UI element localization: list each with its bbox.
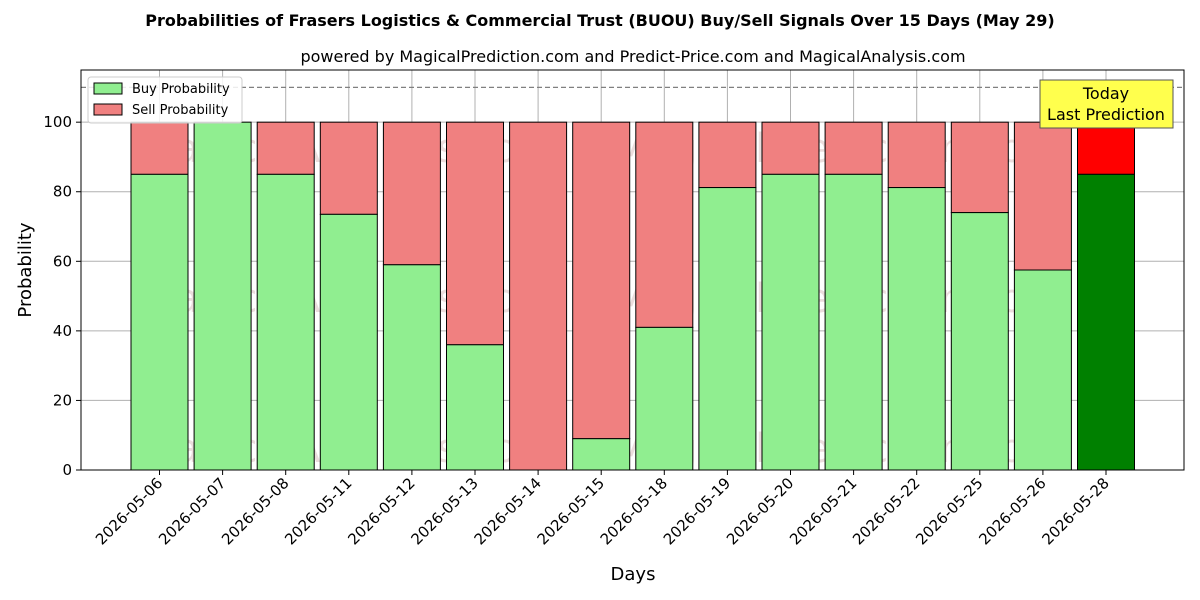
y-tick-label: 0 bbox=[62, 461, 72, 479]
x-tick-label: 2026-05-06 bbox=[92, 474, 166, 548]
x-tick-label: 2026-05-19 bbox=[660, 474, 734, 548]
bar-sell-2026-05-28 bbox=[1077, 121, 1135, 175]
y-tick-label: 60 bbox=[53, 252, 72, 270]
chart-subtitle: powered by MagicalPrediction.com and Pre… bbox=[300, 47, 965, 66]
legend: Buy Probability Sell Probability bbox=[87, 76, 243, 124]
today-annotation-box bbox=[1039, 79, 1174, 129]
y-tick-label: 40 bbox=[53, 322, 72, 340]
legend-label-buy: Buy Probability bbox=[132, 82, 230, 97]
today-annotation-line2: Last Prediction bbox=[1047, 105, 1165, 124]
bar-buy-2026-05-15 bbox=[572, 438, 631, 471]
bar-buy-2026-05-13 bbox=[446, 344, 504, 471]
bar-sell-2026-05-18 bbox=[635, 121, 694, 328]
bar-sell-2026-05-11 bbox=[319, 121, 378, 215]
x-tick-label: 2026-05-25 bbox=[912, 474, 986, 548]
bar-sell-2026-05-26 bbox=[1013, 121, 1072, 271]
x-tick-label: 2026-05-08 bbox=[218, 474, 292, 548]
bar-buy-2026-05-28 bbox=[1077, 173, 1135, 471]
x-tick-label: 2026-05-15 bbox=[534, 474, 608, 548]
x-axis-label: Days bbox=[611, 564, 656, 585]
bar-sell-2026-05-22 bbox=[887, 121, 946, 189]
bar-sell-2026-05-08 bbox=[256, 121, 315, 175]
x-tick-label: 2026-05-07 bbox=[155, 474, 229, 548]
y-axis-label: Probability bbox=[15, 222, 36, 317]
y-axis: 0 20 40 60 80 100 bbox=[43, 113, 81, 479]
x-tick-label: 2026-05-11 bbox=[281, 474, 355, 548]
bar-buy-2026-05-12 bbox=[382, 264, 441, 471]
x-tick-label: 2026-05-21 bbox=[786, 474, 860, 548]
bar-buy-2026-05-18 bbox=[635, 326, 694, 471]
bar-sell-2026-05-20 bbox=[761, 121, 820, 175]
legend-swatch-sell bbox=[93, 103, 123, 116]
today-annotation: Today Last Prediction bbox=[1039, 79, 1174, 129]
bar-buy-2026-05-07 bbox=[193, 121, 252, 471]
legend-swatch-buy bbox=[93, 82, 123, 95]
bar-buy-2026-05-08 bbox=[256, 173, 315, 471]
legend-box bbox=[87, 76, 243, 124]
x-tick-label: 2026-05-14 bbox=[471, 474, 545, 548]
x-tick-label: 2026-05-18 bbox=[597, 474, 671, 548]
bar-sell-2026-05-14 bbox=[509, 121, 568, 471]
bar-buy-2026-05-21 bbox=[824, 173, 883, 471]
x-tick-label: 2026-05-13 bbox=[407, 474, 481, 548]
bar-buy-2026-05-25 bbox=[950, 212, 1009, 471]
chart-title: Probabilities of Frasers Logistics & Com… bbox=[145, 11, 1054, 30]
bar-buy-2026-05-11 bbox=[319, 213, 378, 471]
bar-buy-2026-05-19 bbox=[698, 187, 757, 471]
x-tick-label: 2026-05-26 bbox=[975, 474, 1049, 548]
bar-buy-2026-05-20 bbox=[761, 173, 820, 471]
x-tick-label: 2026-05-20 bbox=[723, 474, 797, 548]
bar-sell-2026-05-06 bbox=[130, 121, 189, 175]
legend-label-sell: Sell Probability bbox=[132, 103, 229, 118]
y-tick-label: 80 bbox=[53, 183, 72, 201]
bars bbox=[130, 121, 1135, 471]
bar-buy-2026-05-06 bbox=[130, 173, 189, 471]
y-tick-label: 100 bbox=[43, 113, 72, 131]
y-tick-label: 20 bbox=[53, 391, 72, 409]
x-tick-label: 2026-05-22 bbox=[849, 474, 923, 548]
x-axis: 2026-05-062026-05-072026-05-082026-05-11… bbox=[92, 470, 1113, 548]
bar-buy-2026-05-22 bbox=[887, 187, 946, 471]
bar-sell-2026-05-19 bbox=[698, 121, 757, 189]
bar-sell-2026-05-13 bbox=[446, 121, 504, 346]
today-annotation-line1: Today bbox=[1082, 84, 1129, 103]
x-tick-label: 2026-05-28 bbox=[1038, 474, 1112, 548]
bar-sell-2026-05-15 bbox=[572, 121, 631, 440]
x-tick-label: 2026-05-12 bbox=[344, 474, 418, 548]
bar-sell-2026-05-12 bbox=[382, 121, 441, 266]
bar-sell-2026-05-25 bbox=[950, 121, 1009, 214]
bar-sell-2026-05-21 bbox=[824, 121, 883, 175]
plot-frame bbox=[80, 69, 1185, 471]
bar-buy-2026-05-26 bbox=[1013, 269, 1072, 471]
